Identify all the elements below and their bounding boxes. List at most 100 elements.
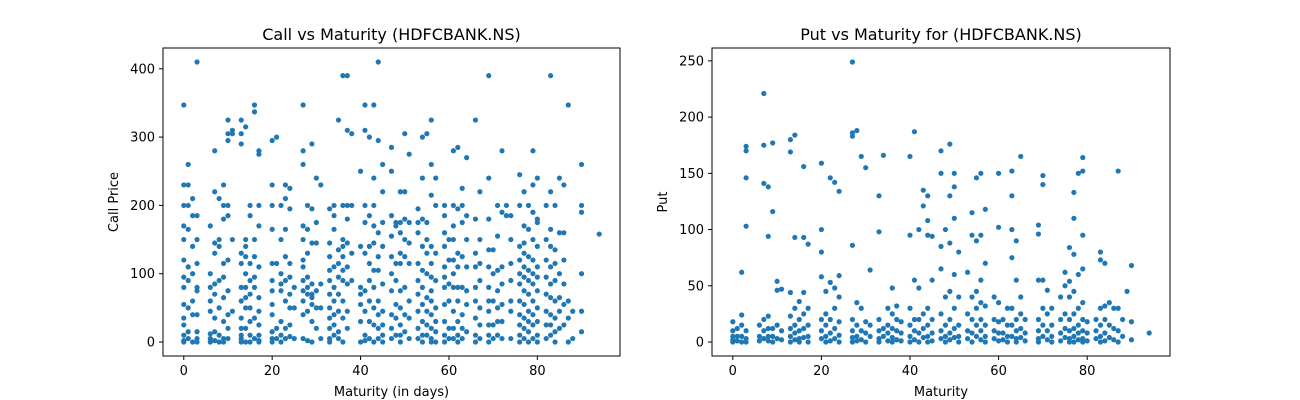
- put-data-point: [929, 233, 935, 239]
- call-data-point: [380, 219, 386, 226]
- put-data-point: [1080, 316, 1086, 323]
- put-data-point: [774, 287, 780, 293]
- call-data-point: [424, 219, 430, 226]
- put-data-point: [743, 339, 749, 345]
- put-data-point: [982, 339, 988, 345]
- call-data-point: [459, 325, 465, 331]
- put-data-point: [885, 338, 891, 344]
- call-data-point: [278, 281, 284, 287]
- call-data-point: [340, 243, 346, 249]
- put-data-point: [880, 325, 887, 332]
- call-data-point: [548, 73, 554, 79]
- call-data-point: [212, 240, 218, 246]
- put-data-point: [743, 148, 749, 154]
- call-data-point: [287, 274, 293, 280]
- put-data-point: [925, 217, 931, 224]
- call-data-point: [486, 175, 492, 181]
- call-data-point: [433, 329, 439, 335]
- put-data-point: [823, 288, 829, 294]
- put-data-point: [947, 193, 953, 199]
- put-data-point: [818, 328, 825, 334]
- call-data-point: [278, 271, 284, 277]
- call-data-point: [446, 257, 452, 263]
- call-data-point: [525, 254, 532, 260]
- call-data-point: [459, 202, 465, 209]
- put-data-point: [823, 333, 829, 339]
- call-data-point: [344, 240, 350, 246]
- call-data-point: [220, 216, 227, 222]
- call-data-point: [508, 213, 514, 219]
- call-data-point: [530, 257, 536, 263]
- put-data-point: [787, 333, 794, 339]
- put-data-point: [818, 336, 825, 342]
- call-data-point: [375, 267, 381, 273]
- call-data-point: [578, 161, 585, 168]
- call-data-point: [459, 312, 465, 318]
- call-data-point: [318, 182, 324, 188]
- put-data-point: [911, 277, 918, 283]
- call-data-point: [428, 260, 434, 267]
- call-data-point: [552, 277, 558, 284]
- put-data-point: [1009, 193, 1015, 199]
- put-data-point: [1071, 339, 1077, 345]
- call-data-point: [300, 277, 306, 284]
- call-data-point: [433, 318, 439, 325]
- call-data-point: [282, 182, 289, 188]
- put-data-point: [796, 298, 802, 305]
- call-data-point: [490, 298, 496, 304]
- put-data-point: [818, 316, 825, 323]
- put-data-point: [1044, 328, 1050, 334]
- put-data-point: [774, 322, 780, 328]
- call-data-point: [335, 117, 342, 123]
- call-data-point: [282, 254, 289, 260]
- call-data-point: [335, 291, 342, 297]
- put-data-point: [761, 336, 767, 342]
- put-data-point: [1093, 336, 1099, 342]
- put-data-point: [774, 278, 780, 284]
- call-data-point: [185, 335, 191, 342]
- call-data-point: [375, 312, 381, 318]
- put-data-point: [969, 210, 975, 216]
- put-data-point: [1009, 226, 1015, 233]
- call-data-point: [446, 281, 452, 287]
- call-data-point: [256, 322, 262, 328]
- put-data-point: [761, 316, 767, 323]
- put-data-point: [743, 328, 749, 334]
- call-data-point: [455, 206, 461, 212]
- call-data-point: [494, 318, 501, 325]
- call-data-point: [548, 264, 554, 270]
- call-data-point: [503, 213, 510, 219]
- call-data-point: [397, 260, 403, 267]
- call-data-point: [578, 271, 585, 277]
- put-data-point: [1018, 325, 1024, 332]
- put-data-point: [801, 334, 807, 341]
- put-data-point: [995, 300, 1002, 306]
- call-data-point: [450, 271, 456, 277]
- put-data-point: [991, 294, 997, 300]
- call-data-point: [419, 267, 426, 273]
- call-data-point: [406, 151, 412, 157]
- call-data-point: [371, 339, 377, 345]
- put-data-point: [978, 328, 984, 334]
- put-data-point: [1106, 334, 1112, 341]
- put-data-point: [1080, 168, 1086, 174]
- call-data-point: [335, 308, 342, 314]
- call-data-point: [419, 301, 426, 308]
- put-data-point: [1013, 238, 1019, 244]
- put-data-point: [867, 322, 873, 328]
- call-data-point: [548, 295, 554, 301]
- call-data-point: [556, 271, 563, 277]
- call-data-point: [455, 298, 461, 304]
- call-data-point: [499, 264, 505, 270]
- call-data-point: [464, 329, 470, 335]
- put-data-point: [792, 330, 798, 336]
- call-data-point: [402, 131, 408, 137]
- call-data-point: [375, 325, 381, 331]
- put-data-point: [916, 316, 922, 323]
- call-data-point: [327, 206, 333, 212]
- put-data-point: [805, 241, 811, 247]
- call-data-point: [397, 305, 403, 311]
- call-data-point: [530, 209, 536, 215]
- call-data-point: [190, 271, 196, 277]
- put-data-point: [969, 294, 975, 300]
